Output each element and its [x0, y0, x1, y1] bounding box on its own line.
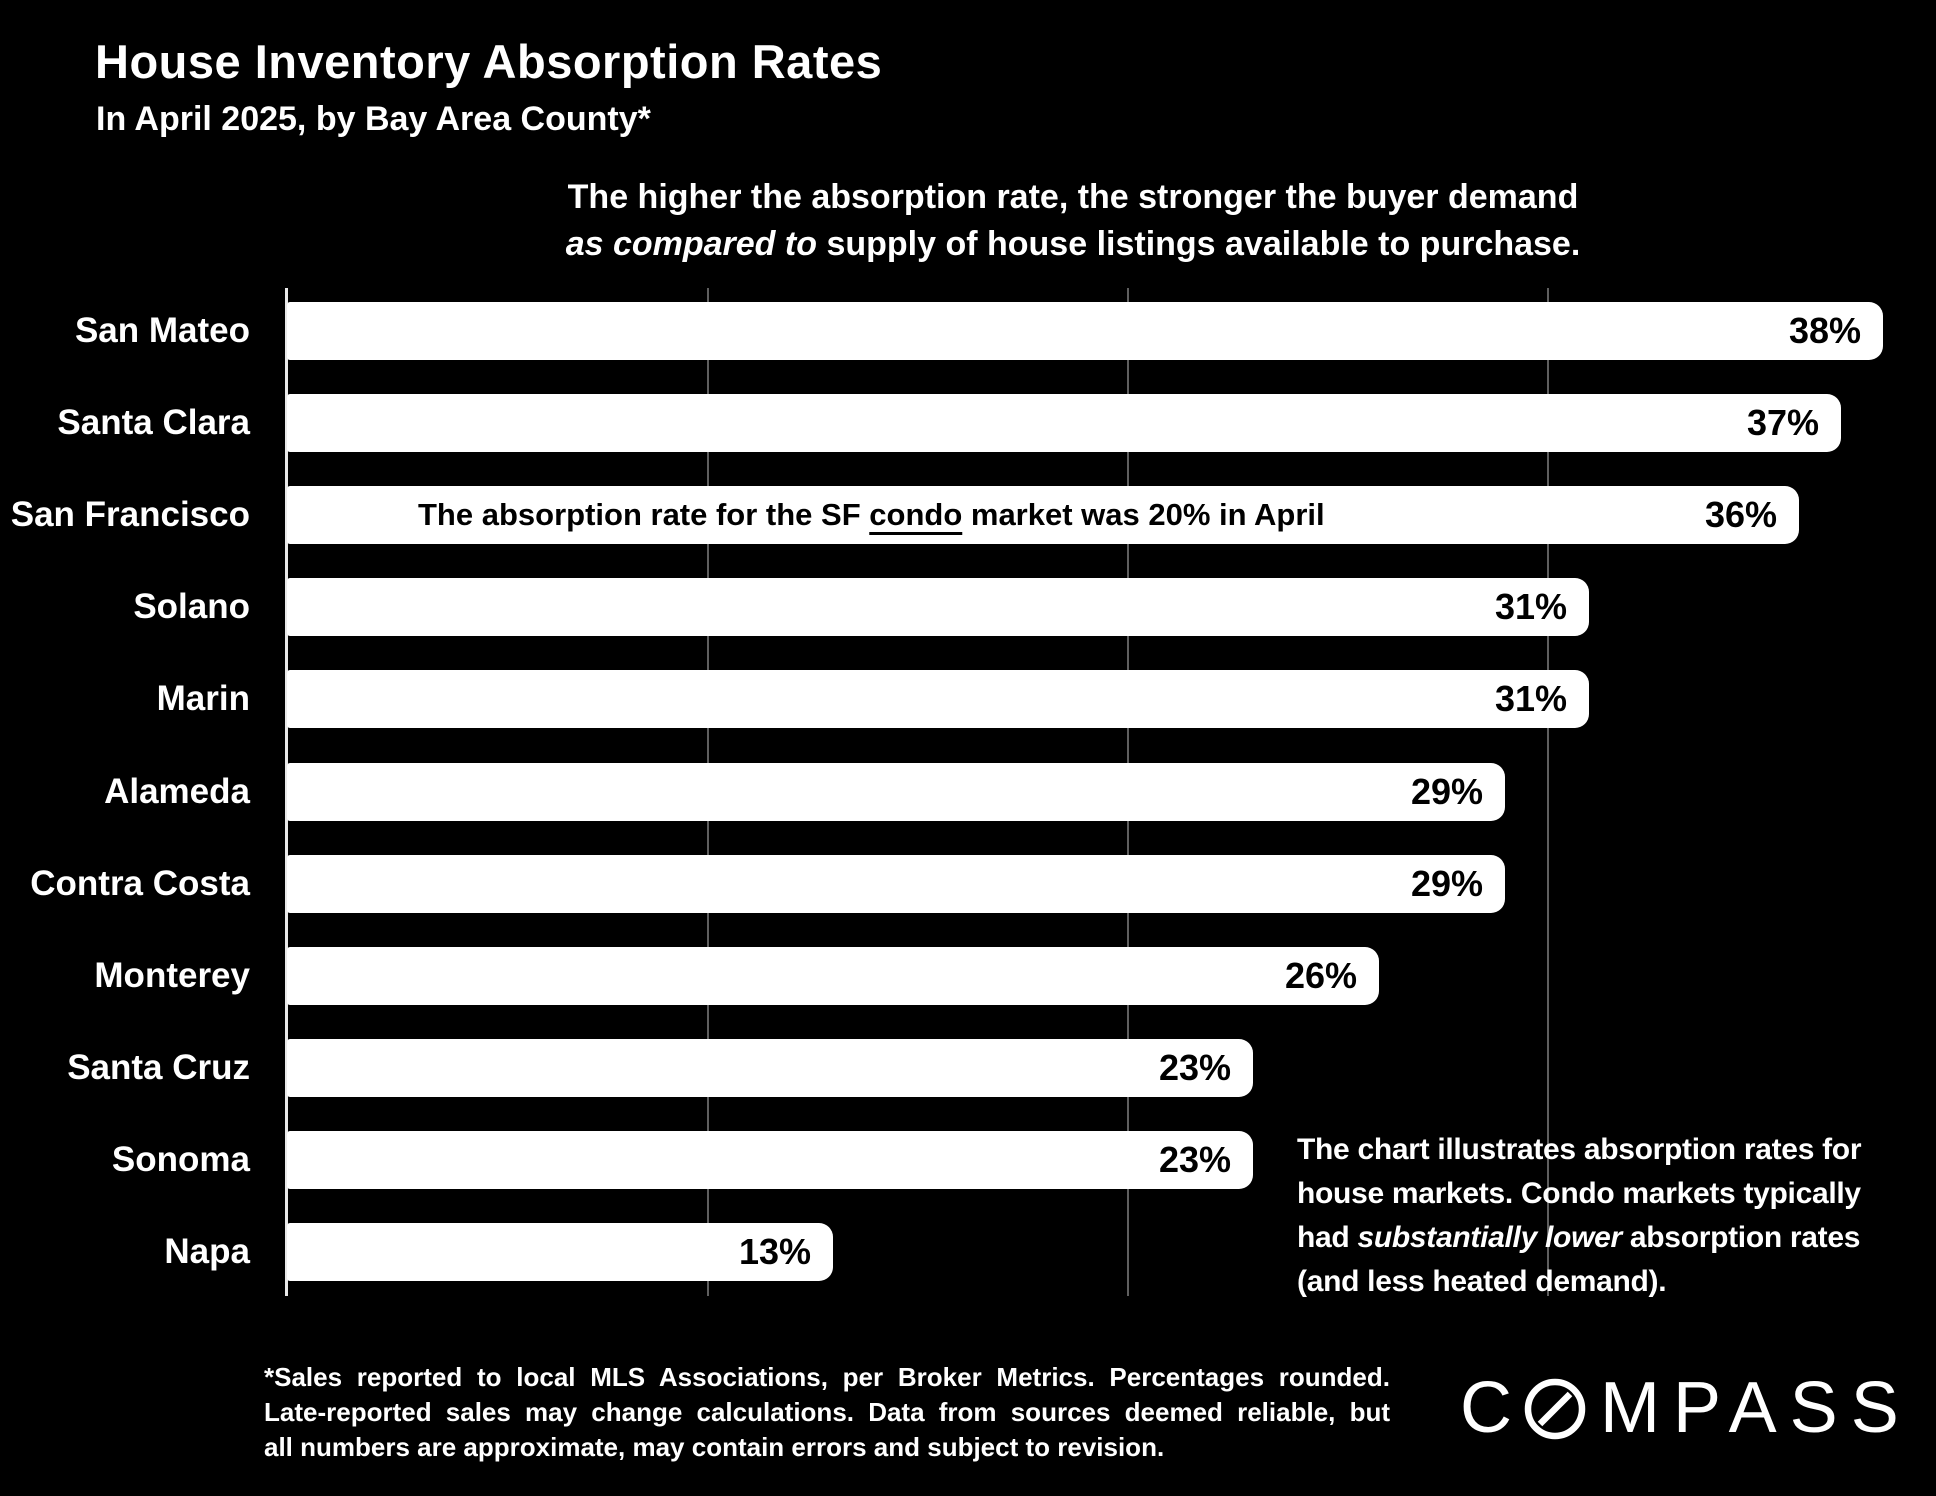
- demand-note: The higher the absorption rate, the stro…: [268, 174, 1878, 268]
- text-line: *Sales reported to local MLS Association…: [264, 1362, 1390, 1392]
- text-segment: The higher the absorption rate, the stro…: [567, 178, 1579, 216]
- text-line: house markets. Condo markets typically: [1297, 1172, 1861, 1216]
- bar: 13%: [287, 1223, 833, 1281]
- row-label: Contra Costa: [30, 863, 250, 903]
- row-label: Solano: [133, 587, 250, 627]
- row-label: Sonoma: [111, 1139, 250, 1179]
- text-segment: supply of house listings available to pu…: [817, 225, 1581, 263]
- bar-value-label: 38%: [1788, 310, 1861, 351]
- compass-o-icon: [1524, 1378, 1586, 1440]
- bar-value-label: 26%: [1284, 954, 1357, 996]
- row-label: Napa: [164, 1232, 250, 1271]
- y-axis-line: [285, 288, 288, 1296]
- text-line: had substantially lower absorption rates: [1297, 1216, 1861, 1260]
- bar: 29%: [287, 854, 1505, 913]
- bar: 38%: [287, 302, 1883, 360]
- bar: 23%: [287, 1130, 1253, 1189]
- bar: 31%: [287, 578, 1589, 637]
- bar-value-label: 29%: [1410, 770, 1483, 812]
- row-label: Marin: [156, 679, 250, 719]
- sf-condo-annotation: The absorption rate for the SF condo mar…: [418, 486, 1325, 544]
- text-segment: had: [1297, 1221, 1358, 1254]
- row-label: Santa Clara: [57, 403, 250, 443]
- text-line: all numbers are approximate, may contain…: [264, 1432, 1165, 1462]
- bar-row: Santa Clara 37%: [0, 394, 1936, 453]
- bar-value-label: 37%: [1746, 402, 1819, 444]
- row-label: Monterey: [94, 955, 250, 995]
- page-subtitle: In April 2025, by Bay Area County*: [96, 100, 651, 138]
- bar-row: San Mateo 38%: [0, 302, 1936, 360]
- bar-row: Alameda 29%: [0, 762, 1936, 821]
- text-line: The chart illustrates absorption rates f…: [1297, 1128, 1862, 1172]
- gridline-30pct: [1547, 288, 1549, 1296]
- bar-value-label: 31%: [1494, 586, 1567, 628]
- bar-value-label: 23%: [1158, 1138, 1231, 1180]
- bar-row: Santa Cruz 23%: [0, 1038, 1936, 1097]
- text-segment: house markets. Condo markets typically: [1297, 1177, 1861, 1210]
- side-note: The chart illustrates absorption rates f…: [1297, 1128, 1862, 1304]
- bar-row: Solano 31%: [0, 578, 1936, 637]
- bar-row: Napa 13%: [0, 1223, 1936, 1281]
- bar-row: Sonoma 23%: [0, 1130, 1936, 1189]
- bar: 31%: [287, 670, 1589, 729]
- bar: 37%: [287, 394, 1841, 453]
- bar: The absorption rate for the SF condo mar…: [287, 486, 1799, 545]
- footnote: *Sales reported to local MLS Association…: [264, 1360, 1390, 1465]
- text-segment: market was 20% in April: [962, 497, 1325, 533]
- row-label: San Francisco: [10, 495, 250, 535]
- text-segment: The absorption rate for the SF: [418, 497, 870, 533]
- bar-row: Marin 31%: [0, 670, 1936, 729]
- bar-chart: San Mateo 38% Santa Clara 37% San Francisco T…: [0, 288, 1936, 1296]
- text-segment: absorption rates: [1621, 1221, 1861, 1254]
- text-segment: condo: [869, 497, 963, 533]
- bar-value-label: 29%: [1410, 862, 1483, 904]
- bar-row: Contra Costa 29%: [0, 854, 1936, 913]
- row-label: Alameda: [104, 771, 250, 811]
- text-line: The higher the absorption rate, the stro…: [268, 174, 1878, 221]
- bar-row: Monterey 26%: [0, 946, 1936, 1005]
- bar: 26%: [287, 946, 1379, 1005]
- compass-letters-mpass: MPASS: [1600, 1368, 1912, 1448]
- text-segment: (and less heated demand).: [1297, 1265, 1667, 1298]
- text-line: (and less heated demand).: [1297, 1260, 1861, 1304]
- text-segment: as compared to: [565, 225, 817, 263]
- text-line: Late-reported sales may change calculati…: [264, 1397, 1390, 1427]
- text-segment: The chart illustrates absorption rates f…: [1297, 1133, 1862, 1166]
- bar-value-label: 13%: [738, 1231, 811, 1272]
- bar: 23%: [287, 1038, 1253, 1097]
- bar-row: San Francisco The absorption rate for the…: [0, 486, 1936, 545]
- page-title: House Inventory Absorption Rates: [95, 35, 883, 88]
- bar-value-label: 31%: [1494, 678, 1567, 720]
- bar: 29%: [287, 762, 1505, 821]
- row-label: Santa Cruz: [67, 1047, 250, 1087]
- bar-value-label: 36%: [1704, 494, 1777, 536]
- text-segment: substantially lower: [1357, 1221, 1622, 1254]
- bar-value-label: 23%: [1158, 1046, 1231, 1088]
- text-line: as compared to supply of house listings …: [268, 221, 1878, 268]
- compass-letter-c: C: [1460, 1368, 1512, 1448]
- compass-logo: C MPASS: [1460, 1370, 1912, 1446]
- row-label: San Mateo: [74, 311, 250, 350]
